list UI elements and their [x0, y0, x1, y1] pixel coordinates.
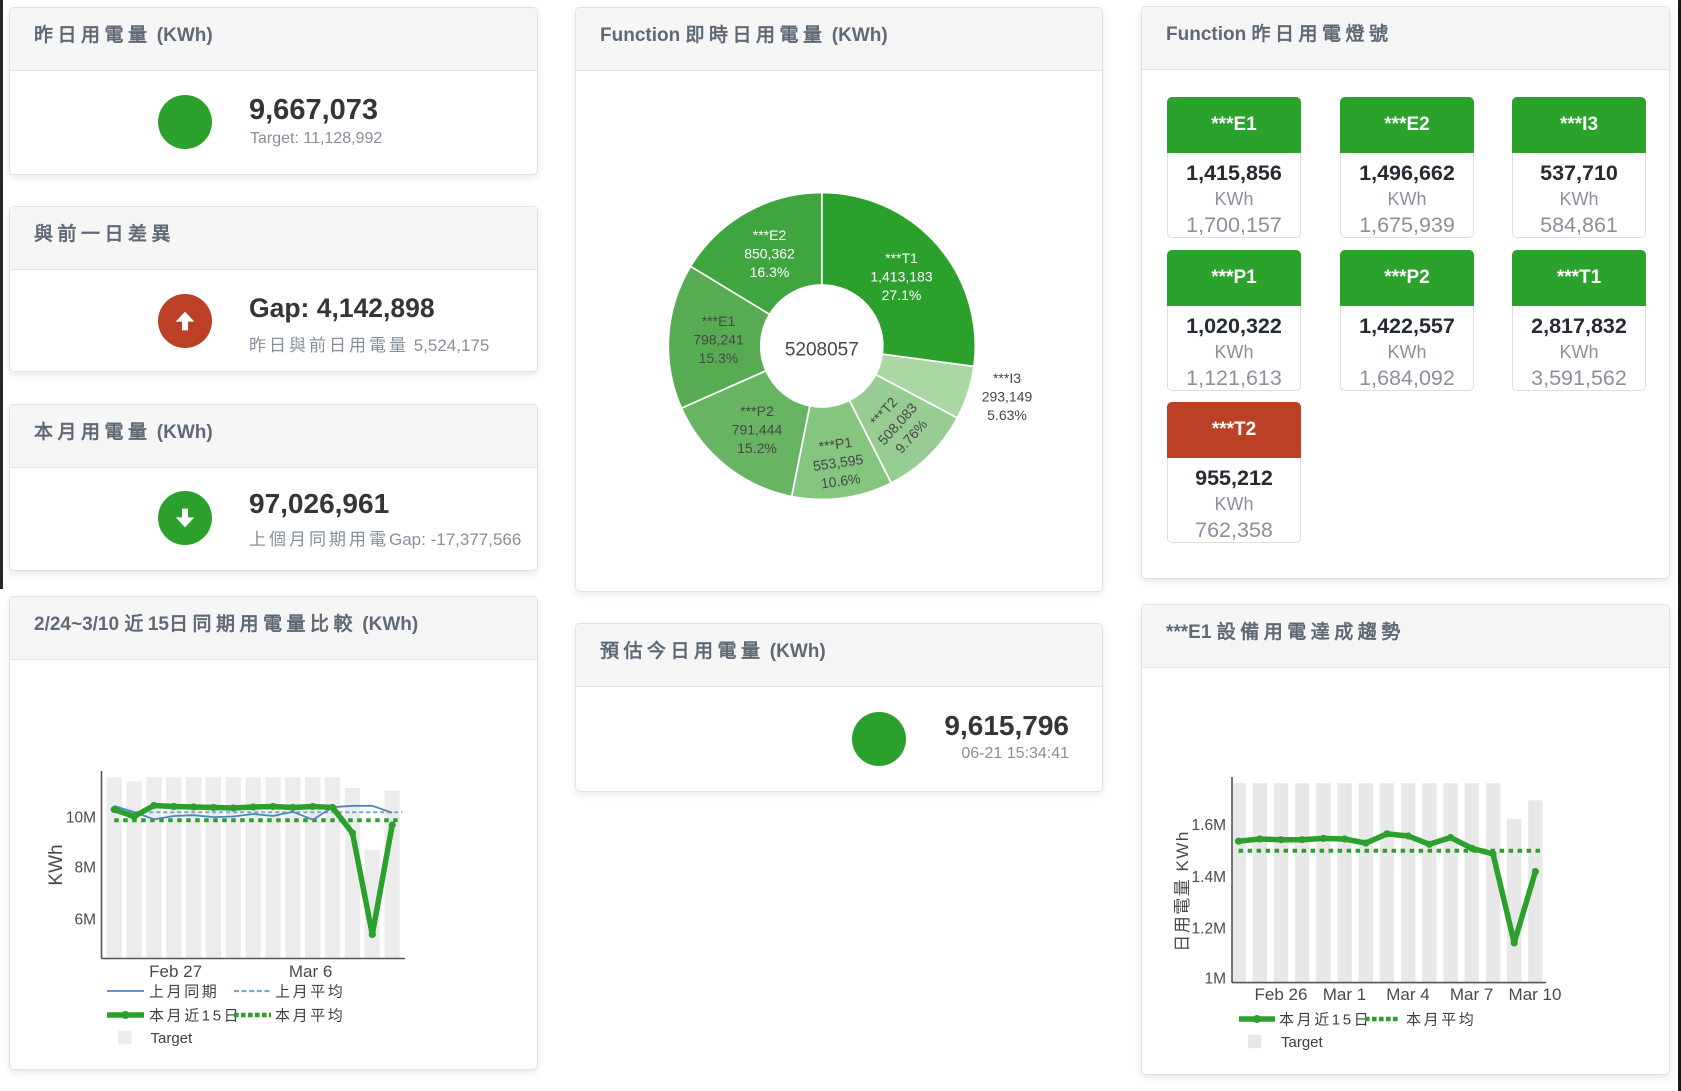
svg-text:上月平均: 上月平均: [275, 984, 345, 1001]
svg-text:Mar 7: Mar 7: [1450, 985, 1493, 1004]
svg-text:Feb 27: Feb 27: [149, 962, 202, 981]
svg-text:1M: 1M: [1204, 971, 1226, 988]
svg-text:日用電量 KWh: 日用電量 KWh: [1173, 830, 1192, 952]
svg-text:Feb 26: Feb 26: [1255, 985, 1308, 1004]
svg-text:Mar 1: Mar 1: [1323, 985, 1366, 1004]
svg-text:Mar 6: Mar 6: [289, 962, 332, 981]
svg-text:***P2: ***P2: [740, 403, 774, 419]
svg-text:上月同期: 上月同期: [149, 984, 219, 1001]
svg-text:KWh: KWh: [46, 844, 67, 885]
svg-text:6M: 6M: [74, 911, 96, 928]
svg-text:本月近15日: 本月近15日: [149, 1008, 241, 1025]
svg-text:本月近15日: 本月近15日: [1279, 1012, 1371, 1029]
svg-text:1.6M: 1.6M: [1192, 817, 1226, 834]
svg-text:1.2M: 1.2M: [1192, 920, 1226, 937]
svg-text:本月平均: 本月平均: [1406, 1012, 1476, 1029]
svg-text:Mar 4: Mar 4: [1386, 985, 1429, 1004]
svg-text:1.4M: 1.4M: [1192, 869, 1226, 886]
svg-text:10M: 10M: [66, 810, 96, 827]
svg-text:本月平均: 本月平均: [275, 1008, 345, 1025]
svg-text:8M: 8M: [74, 860, 96, 877]
svg-text:***P1: ***P1: [818, 434, 854, 455]
svg-text:1,413,183: 1,413,183: [870, 269, 932, 285]
svg-text:5208057: 5208057: [785, 340, 859, 361]
svg-text:***T1: ***T1: [885, 250, 918, 266]
svg-text:Mar 10: Mar 10: [1509, 985, 1562, 1004]
svg-text:850,362: 850,362: [744, 246, 795, 262]
svg-text:27.1%: 27.1%: [882, 287, 922, 303]
svg-text:Target: Target: [151, 1030, 194, 1047]
svg-text:15.2%: 15.2%: [737, 440, 777, 456]
svg-text:***E2: ***E2: [753, 227, 787, 243]
svg-text:293,149: 293,149: [982, 389, 1033, 405]
svg-text:791,444: 791,444: [732, 422, 783, 438]
svg-text:16.3%: 16.3%: [750, 264, 790, 280]
svg-text:798,241: 798,241: [693, 332, 744, 348]
svg-text:553,595: 553,595: [812, 451, 865, 474]
svg-text:***I3: ***I3: [993, 370, 1021, 386]
svg-text:10.6%: 10.6%: [820, 470, 862, 491]
svg-text:***E1: ***E1: [702, 313, 736, 329]
svg-text:15.3%: 15.3%: [699, 350, 739, 366]
svg-text:5.63%: 5.63%: [987, 407, 1027, 423]
svg-text:Target: Target: [1281, 1034, 1324, 1051]
